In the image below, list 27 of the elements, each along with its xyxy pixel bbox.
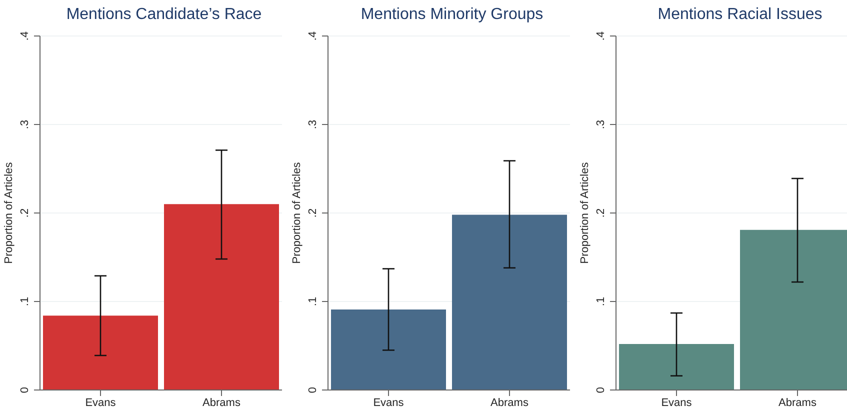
y-tick-label: .2 <box>595 208 607 218</box>
chart-title: Mentions Minority Groups <box>360 6 544 24</box>
chart-title: Mentions Racial Issues <box>656 6 824 24</box>
y-tick-label: 0 <box>307 386 319 394</box>
y-tick-label: .3 <box>595 120 607 130</box>
y-tick-label: .2 <box>307 208 319 218</box>
y-tick-label: .2 <box>19 208 31 218</box>
x-tick-label: Evans <box>85 396 116 409</box>
x-tick-label: Abrams <box>202 396 241 409</box>
y-axis-title: Proportion of Articles <box>290 162 303 264</box>
y-tick-label: .4 <box>307 31 319 41</box>
chart-title: Mentions Candidate’s Race <box>65 6 263 24</box>
x-tick-label: Evans <box>661 396 692 409</box>
y-tick-label: .1 <box>595 296 607 306</box>
y-tick-label: .3 <box>307 120 319 130</box>
y-tick-label: 0 <box>19 386 31 394</box>
x-tick-label: Abrams <box>490 396 529 409</box>
y-axis-title: Proportion of Articles <box>2 162 15 264</box>
y-tick-label: .3 <box>19 120 31 130</box>
y-tick-label: .1 <box>19 296 31 306</box>
y-tick-label: .1 <box>307 296 319 306</box>
y-tick-label: .4 <box>595 31 607 41</box>
y-axis-title: Proportion of Articles <box>578 162 591 264</box>
y-tick-label: 0 <box>595 386 607 394</box>
x-tick-label: Evans <box>373 396 404 409</box>
y-tick-label: .4 <box>19 31 31 41</box>
x-tick-label: Abrams <box>778 396 817 409</box>
